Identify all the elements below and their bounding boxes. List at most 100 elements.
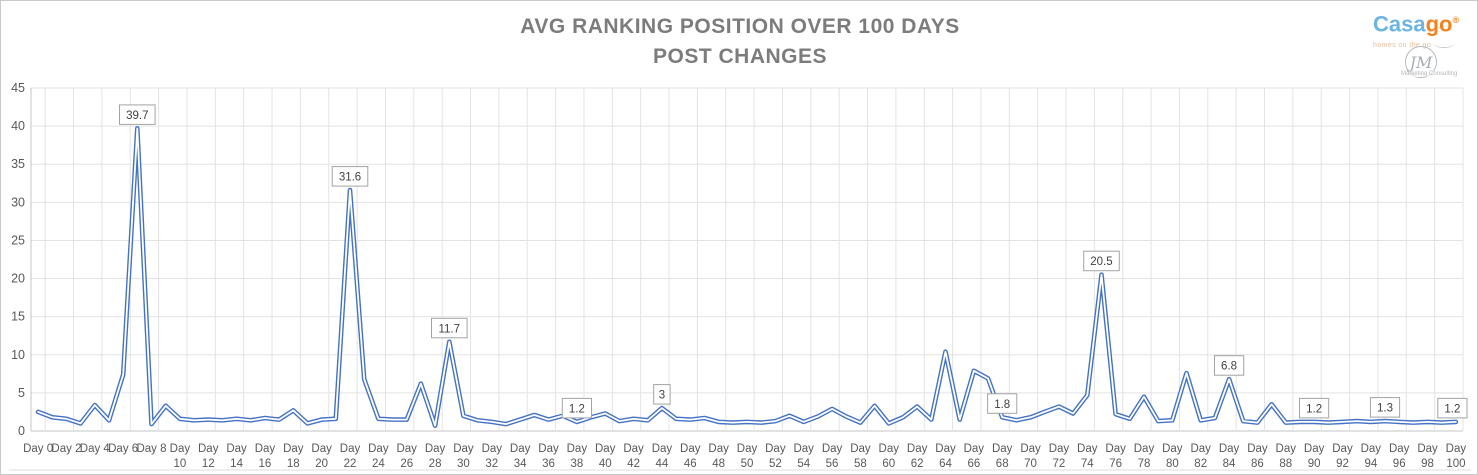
casago-wordmark: Casago® (1373, 8, 1465, 36)
data-label-text: 11.7 (438, 323, 460, 335)
x-axis-label: Day 96 (1389, 443, 1410, 470)
y-axis-label: 40 (11, 119, 25, 133)
data-label-text: 1.2 (569, 403, 585, 415)
data-label-box (331, 166, 369, 187)
x-axis-label: Day 10 (170, 443, 191, 470)
x-axis-label: Day 64 (935, 443, 956, 470)
data-label-box (653, 384, 671, 405)
series-line-core (37, 127, 1457, 427)
x-axis-label: Day 44 (652, 443, 673, 470)
x-axis-label: Day 46 (680, 443, 701, 470)
jm-logo-caption: Marketing Consulting (1401, 71, 1458, 77)
x-axis-label: Day 78 (1134, 443, 1155, 470)
x-axis-label: Day 68 (992, 443, 1013, 470)
y-axis-label: 45 (11, 81, 25, 95)
data-label-box (1214, 355, 1245, 376)
y-axis-label: 20 (11, 272, 25, 286)
x-axis-label: Day 0 (23, 443, 53, 455)
swoosh-icon (1433, 38, 1456, 49)
x-axis-label: Day 14 (226, 443, 247, 470)
data-label-text: 6.8 (1221, 361, 1237, 373)
x-axis-label: Day 90 (1304, 443, 1325, 470)
x-axis-label: Day 58 (850, 443, 871, 470)
x-axis-label: Day 62 (907, 443, 928, 470)
x-axis-label: Day 86 (1247, 443, 1268, 470)
x-axis-label: Day 72 (1049, 443, 1070, 470)
x-axis-label: Day 52 (765, 443, 786, 470)
x-axis-label: Day 98 (1417, 443, 1438, 470)
chart-title-line2: POST CHANGES (652, 45, 828, 68)
y-axis-label: 25 (11, 233, 25, 247)
data-label-text: 31.6 (339, 172, 361, 184)
x-axis-label: Day 56 (822, 443, 843, 470)
data-label-text: 39.7 (126, 110, 148, 122)
x-axis-label: Day 84 (1219, 443, 1240, 470)
x-axis-label: Day 30 (453, 443, 474, 470)
x-axis-label: Day 26 (396, 443, 417, 470)
x-axis-label: Day 12 (198, 443, 219, 470)
data-label-box (1369, 397, 1401, 418)
data-label-text: 20.5 (1090, 256, 1112, 268)
x-axis-label: Day 18 (283, 443, 304, 470)
x-axis-label: Day 28 (425, 443, 446, 470)
x-axis-label: Day 2 (51, 443, 81, 455)
chart-title: AVG RANKING POSITION OVER 100 DAYS POST … (1, 12, 1477, 72)
x-axis-label: Day 54 (793, 443, 814, 470)
x-axis-label: Day 80 (1162, 443, 1183, 470)
data-label-box (561, 397, 592, 419)
x-axis-label: Day 6 (108, 443, 138, 455)
jm-monogram-icon: JM (1405, 46, 1437, 78)
x-axis-label: Day 48 (708, 443, 729, 470)
data-label-box (1437, 397, 1468, 419)
x-axis-label: Day 38 (567, 443, 588, 470)
x-axis-label: Day 66 (964, 443, 985, 470)
casago-logo: Casago® homes on the go (1373, 8, 1465, 52)
y-axis-label: 5 (18, 386, 25, 400)
x-axis-label: Day 20 (311, 443, 332, 470)
data-label-box (431, 317, 468, 339)
jm-logo: JM Marketing Consulting (1401, 46, 1458, 78)
x-axis-label: Day 70 (1020, 443, 1041, 470)
data-label-text: 1.2 (1306, 403, 1322, 415)
casago-tagline: homes on the go (1373, 42, 1432, 50)
x-axis-label: Day 74 (1077, 443, 1098, 470)
chart-title-line1: AVG RANKING POSITION OVER 100 DAYS (520, 15, 960, 38)
x-axis-label: Day 42 (623, 443, 644, 470)
data-label-box (987, 393, 1018, 414)
data-label-text: 1.2 (1444, 403, 1460, 415)
x-axis-label: Day 8 (136, 443, 166, 455)
casago-wordmark-casa: Casa (1373, 11, 1426, 37)
jm-monogram-text: JM (1409, 52, 1433, 72)
data-label-box (119, 104, 156, 125)
x-axis-label: Day 34 (510, 443, 531, 470)
x-axis-label: Day 82 (1190, 443, 1211, 470)
casago-wordmark-go: go (1425, 11, 1453, 37)
y-axis-label: 0 (18, 424, 25, 438)
y-axis-label: 35 (11, 157, 25, 171)
data-label-box (1083, 250, 1120, 272)
x-axis-label: Day 4 (80, 443, 111, 455)
x-axis-label: Day 16 (255, 443, 276, 470)
data-label-text: 1.3 (1377, 403, 1393, 415)
data-label-box (1299, 397, 1330, 419)
x-axis-label: Day 32 (482, 443, 503, 470)
x-axis-label: Day 92 (1332, 443, 1353, 470)
x-axis-label: Day 50 (737, 443, 758, 470)
data-label-text: 1.8 (994, 399, 1010, 411)
x-axis-label: Day 24 (368, 443, 389, 470)
x-axis-label: Day 88 (1276, 443, 1297, 470)
x-axis-label: Day 40 (595, 443, 616, 470)
y-axis-label: 10 (11, 348, 25, 362)
series-line (35, 126, 1459, 428)
x-axis-label: Day 36 (538, 443, 559, 470)
x-axis-label: Day 100 (1446, 443, 1467, 470)
x-axis-label: Day 22 (340, 443, 361, 470)
data-label-text: 3 (659, 390, 665, 402)
x-axis-label: Day 60 (879, 443, 900, 470)
y-axis-label: 30 (11, 195, 25, 209)
x-axis-label: Day 76 (1105, 443, 1126, 470)
x-axis-label: Day 94 (1361, 443, 1382, 470)
y-axis-label: 15 (11, 310, 25, 324)
